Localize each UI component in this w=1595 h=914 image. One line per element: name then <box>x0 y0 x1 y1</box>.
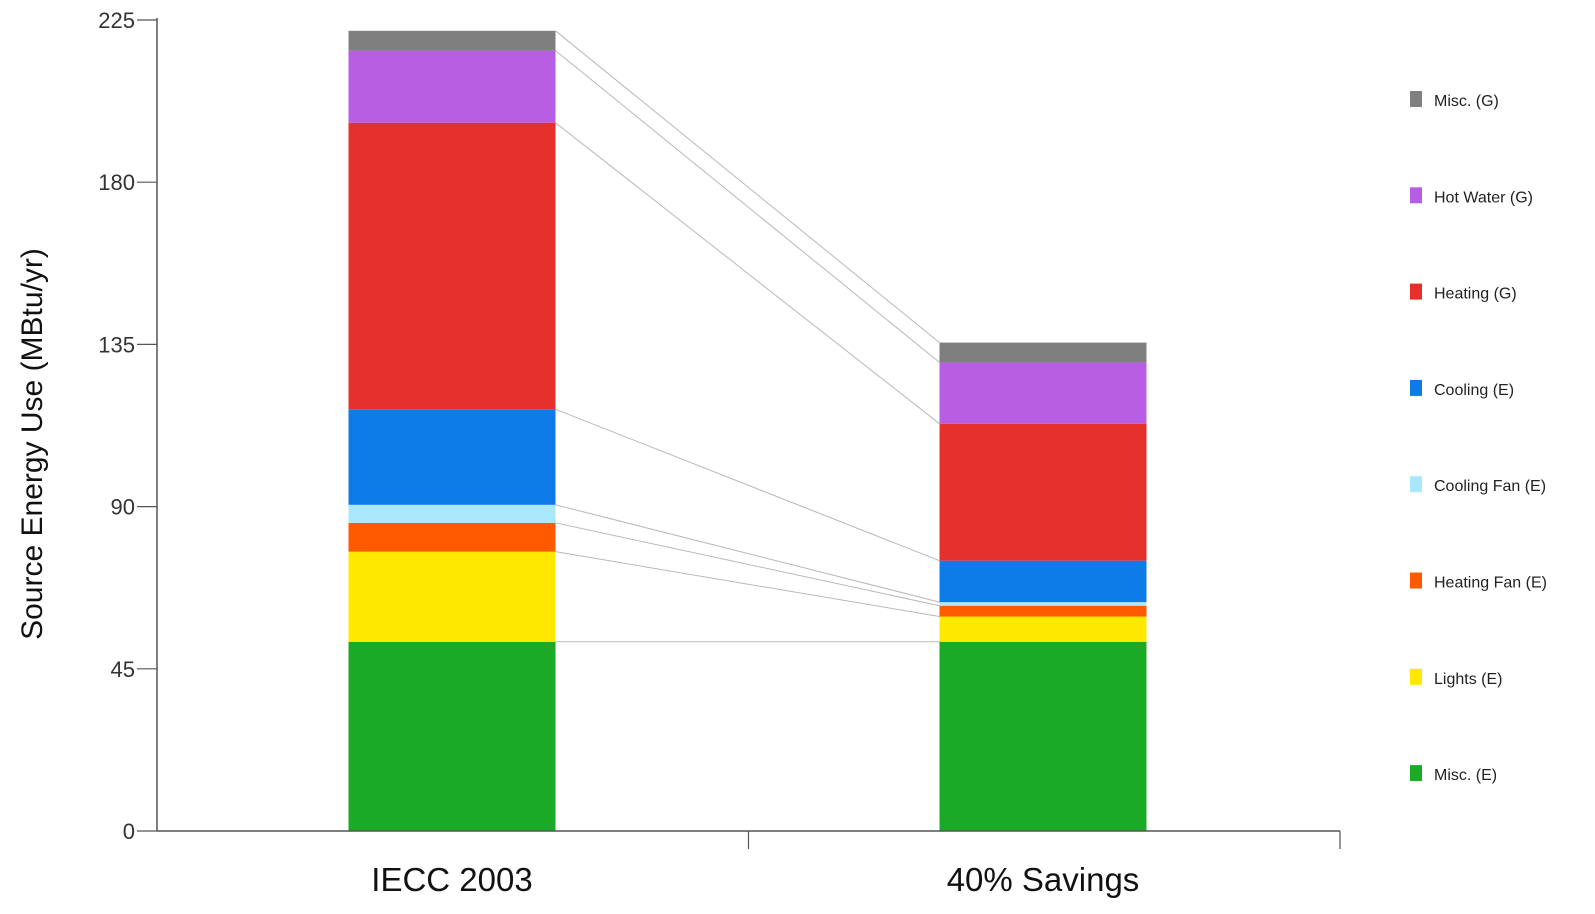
y-tick-label-45: 45 <box>111 657 135 682</box>
connector-line-cooling-e <box>555 408 940 562</box>
bar-segment-iecc-2003-heating-g <box>348 122 556 410</box>
y-axis-title: Source Energy Use (MBtu/yr) <box>16 248 49 640</box>
connector-line-lights-e <box>555 551 940 618</box>
bar-segment-40-savings-hot-water-g <box>939 362 1147 424</box>
legend-swatch-heating-fan-e <box>1410 572 1422 589</box>
legend: Misc. (G) Hot Water (G) Heating (G) Cooling… <box>1410 91 1547 784</box>
legend-label-heating-fan-e: Heating Fan (E) <box>1434 575 1547 592</box>
y-tick-label-135: 135 <box>98 332 135 357</box>
legend-swatch-heating-g <box>1410 283 1422 300</box>
legend-label-cooling-fan-e: Cooling Fan (E) <box>1434 478 1546 495</box>
bar-segment-40-savings-misc-g <box>939 342 1147 363</box>
legend-swatch-lights-e <box>1410 668 1422 685</box>
y-tick-label-90: 90 <box>111 495 135 520</box>
bar-segment-40-savings-lights-e <box>939 616 1147 642</box>
bar-segment-iecc-2003-misc-g <box>348 30 556 51</box>
bar-segment-iecc-2003-lights-e <box>348 551 556 642</box>
legend-swatch-cooling-fan-e <box>1410 476 1422 493</box>
legend-swatch-misc-e <box>1410 765 1422 782</box>
y-tick-label-225: 225 <box>98 8 135 33</box>
connector-line-cooling-fan-e <box>555 504 940 603</box>
connector-line-misc-g <box>555 30 940 343</box>
legend-label-cooling-e: Cooling (E) <box>1434 382 1514 399</box>
legend-label-lights-e: Lights (E) <box>1434 671 1502 688</box>
legend-swatch-cooling-e <box>1410 379 1422 396</box>
legend-label-hot-water-g: Hot Water (G) <box>1434 189 1533 206</box>
legend-label-misc-e: Misc. (E) <box>1434 767 1497 784</box>
bar-stacks <box>348 30 1147 831</box>
connector-lines <box>555 30 940 643</box>
y-tick-label-0: 0 <box>123 819 135 844</box>
axes: 0 45 90 135 180 225 IECC 2003 40% Savings <box>98 8 1341 898</box>
bar-segment-iecc-2003-cooling-e <box>348 409 556 505</box>
x-tick-label-40-savings: 40% Savings <box>947 861 1140 898</box>
legend-swatch-misc-g <box>1410 91 1422 107</box>
connector-line-hot-water-g <box>555 50 940 363</box>
bar-segment-40-savings-cooling-e <box>939 560 1147 603</box>
bar-segment-40-savings-misc-e <box>939 641 1147 831</box>
bar-segment-40-savings-heating-g <box>939 423 1147 561</box>
connector-line-heating-fan-e <box>555 522 940 607</box>
bar-segment-40-savings-cooling-fan-e <box>939 602 1147 606</box>
legend-label-heating-g: Heating (G) <box>1434 286 1517 303</box>
bar-segment-40-savings-heating-fan-e <box>939 605 1147 617</box>
connector-line-heating-g <box>555 122 940 425</box>
legend-label-misc-g: Misc. (G) <box>1434 93 1499 110</box>
y-tick-label-180: 180 <box>98 170 135 195</box>
bar-segment-iecc-2003-heating-fan-e <box>348 522 556 552</box>
bar-segment-iecc-2003-cooling-fan-e <box>348 504 556 523</box>
bar-segment-iecc-2003-misc-e <box>348 641 556 831</box>
legend-swatch-hot-water-g <box>1410 187 1422 204</box>
bar-segment-iecc-2003-hot-water-g <box>348 50 556 123</box>
x-tick-label-iecc-2003: IECC 2003 <box>371 861 532 898</box>
